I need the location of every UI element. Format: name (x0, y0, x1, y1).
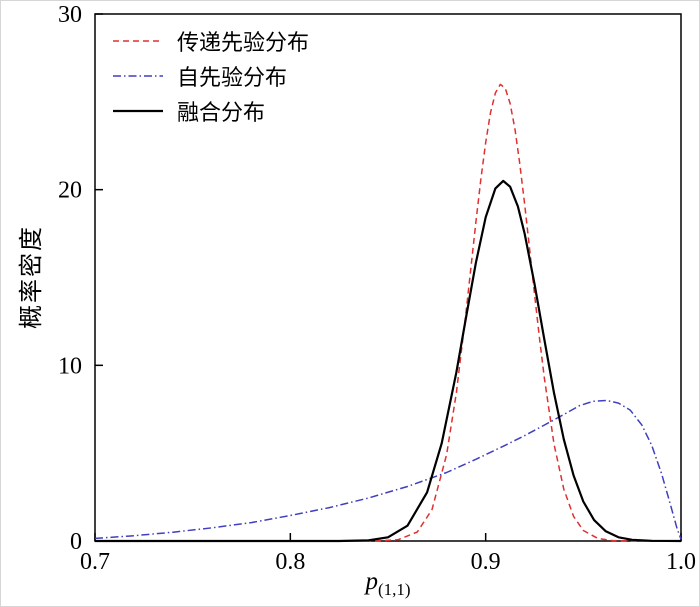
legend-item-self-prior: 自先验分布 (112, 61, 309, 91)
series-line-0 (95, 83, 681, 542)
solid-black-line-icon (113, 109, 163, 113)
dashed-red-line-icon (113, 40, 163, 42)
x-tick-label: 0.8 (275, 549, 305, 575)
series-line-1 (94, 399, 682, 540)
legend-label-self-prior: 自先验分布 (177, 65, 288, 90)
y-axis-title: 概率密度 (18, 225, 45, 329)
x-tick-label: 0.7 (80, 549, 110, 575)
y-tick-label: 30 (58, 2, 82, 28)
legend: 传递先验分布 自先验分布 融合分布 (112, 26, 309, 126)
legend-item-fused: 融合分布 (112, 96, 309, 126)
legend-label-fused: 融合分布 (177, 100, 266, 125)
x-tick-label: 0.9 (471, 549, 501, 575)
legend-label-transfer-prior: 传递先验分布 (177, 30, 310, 55)
legend-item-transfer-prior: 传递先验分布 (112, 26, 309, 56)
y-tick-label: 20 (58, 178, 82, 204)
dashdot-blue-line-icon (113, 75, 163, 77)
x-axis-subscript: (1,1) (377, 580, 411, 599)
series-line-2 (95, 179, 682, 543)
y-tick-label: 10 (58, 353, 82, 379)
x-axis-title: p(1,1) (288, 568, 488, 600)
x-axis-variable: p (365, 568, 378, 595)
x-tick-label: 1.0 (666, 549, 696, 575)
y-tick-label: 0 (70, 529, 82, 555)
